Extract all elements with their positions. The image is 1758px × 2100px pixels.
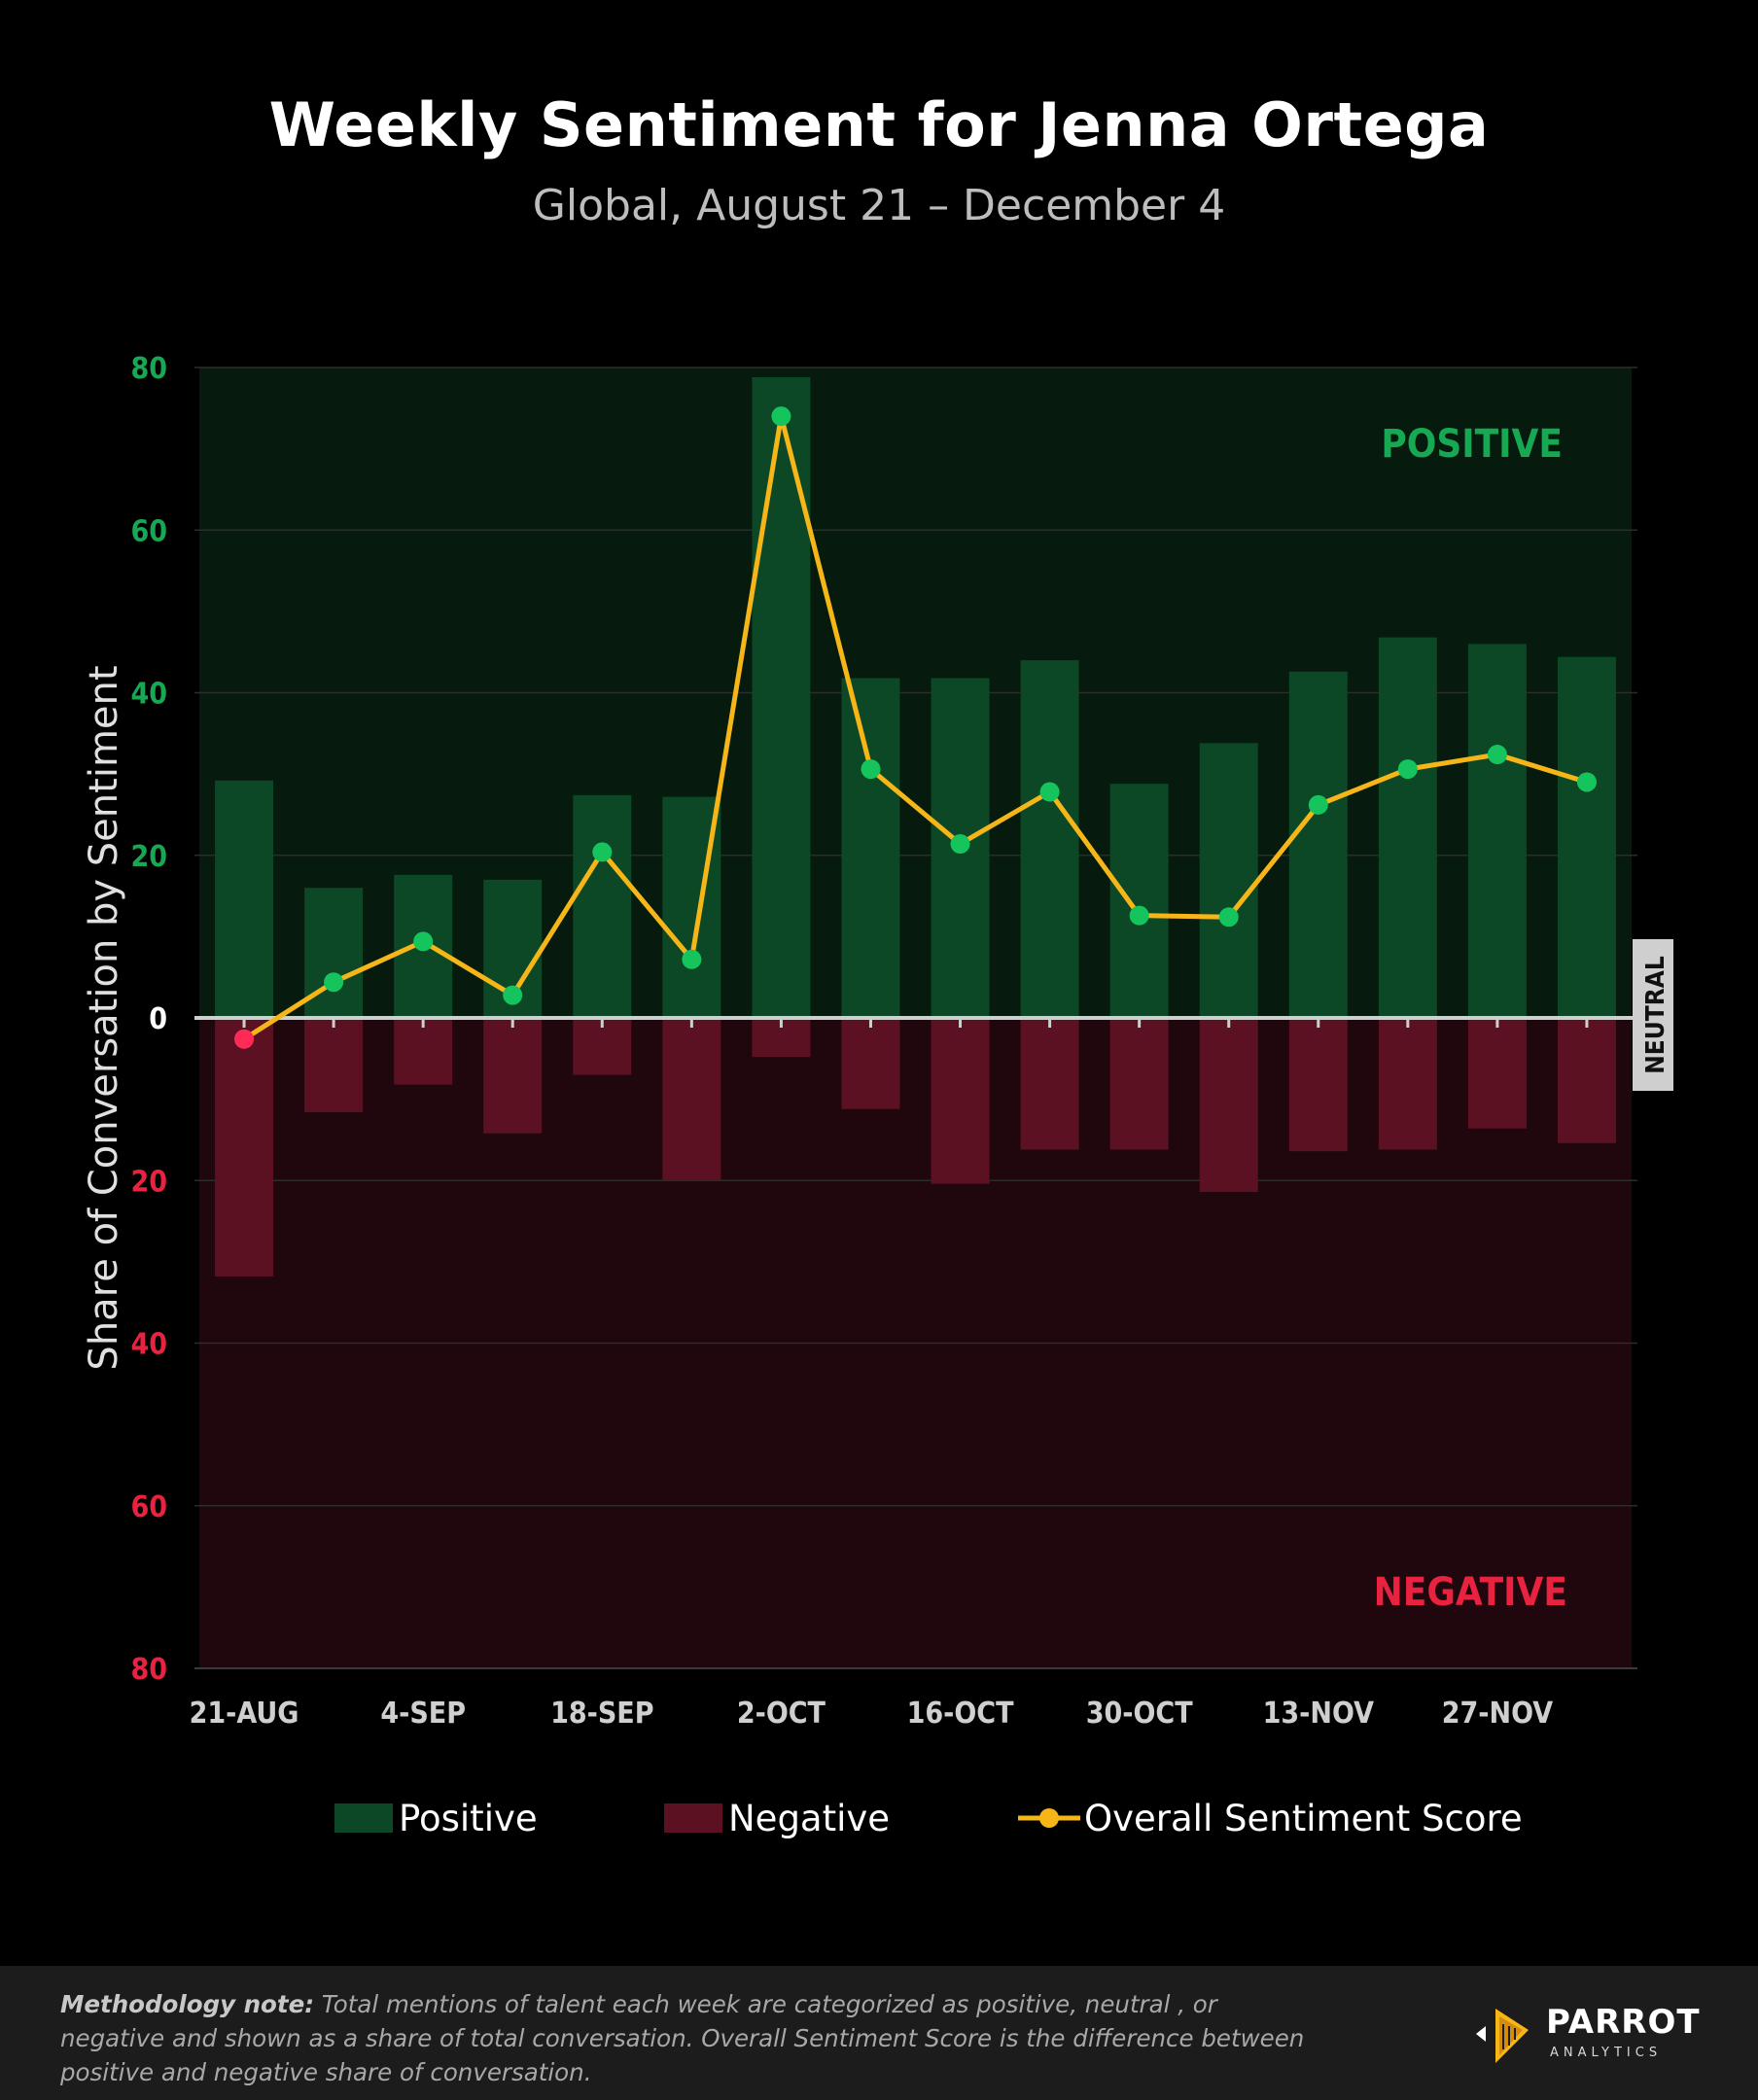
- bar-negative: [662, 1018, 721, 1181]
- sentiment-score-point: [682, 949, 702, 969]
- positive-region-label: POSITIVE: [1381, 422, 1563, 467]
- neutral-label: NEUTRAL: [1641, 956, 1670, 1074]
- y-tick-label: 40: [130, 678, 167, 712]
- legend-label-negative: Negative: [728, 1797, 891, 1839]
- sentiment-score-point: [1129, 905, 1149, 926]
- legend-swatch-negative: [664, 1803, 722, 1833]
- sentiment-chart: 80 60 40 20 0 20 40 60 80 Share of Conversation b…: [82, 352, 1673, 1731]
- bar-positive: [573, 794, 632, 1018]
- legend-label-positive: Positive: [399, 1797, 538, 1839]
- sentiment-score-point: [234, 1029, 255, 1049]
- methodology-note: Methodology note: Total mentions of tale…: [60, 1987, 1324, 2089]
- bar-negative: [1288, 1018, 1348, 1152]
- sentiment-score-point: [1039, 782, 1060, 802]
- bar-positive: [1020, 660, 1079, 1018]
- bar-negative: [1109, 1018, 1169, 1150]
- sentiment-score-point: [1397, 759, 1418, 780]
- legend-swatch-positive: [334, 1803, 393, 1833]
- y-tick-label: 60: [130, 514, 167, 548]
- chart-title: Weekly Sentiment for Jenna Ortega: [268, 89, 1490, 160]
- bar-positive: [304, 888, 364, 1018]
- bar-negative: [1378, 1018, 1437, 1150]
- legend-swatch-score: [1018, 1808, 1080, 1828]
- y-tick-label: 20: [130, 840, 167, 874]
- y-tick-label: 80: [130, 352, 167, 386]
- methodology-footer: Methodology note: Total mentions of tale…: [0, 1966, 1758, 2100]
- y-tick-label: 80: [130, 1653, 167, 1687]
- neutral-label-box: [1633, 939, 1673, 1091]
- parrot-logo-icon: [1476, 2009, 1529, 2063]
- sentiment-score-point: [771, 406, 791, 427]
- bar-positive: [752, 377, 811, 1018]
- sentiment-score-point: [592, 842, 613, 862]
- y-tick-label: 0: [149, 1002, 167, 1036]
- sentiment-score-line: [242, 413, 1588, 1041]
- methodology-text: Total mentions of talent each week are c…: [60, 1990, 1305, 2086]
- methodology-label: Methodology note:: [60, 1990, 315, 2018]
- bar-positive: [1109, 784, 1169, 1018]
- logo-subtitle: ANALYTICS: [1550, 2046, 1663, 2060]
- sentiment-score-point: [950, 834, 970, 855]
- bar-negative: [483, 1018, 543, 1134]
- legend-item-score: Overall Sentiment Score: [1018, 1797, 1523, 1839]
- bar-negative: [841, 1018, 900, 1109]
- x-tick-label: 13-NOV: [1263, 1697, 1374, 1731]
- bar-positive: [1199, 743, 1258, 1018]
- y-tick-label: 40: [130, 1328, 167, 1362]
- bar-negative: [1020, 1018, 1079, 1150]
- sentiment-score-point: [413, 931, 434, 952]
- legend-item-negative: Negative: [664, 1797, 890, 1839]
- x-tick-label: 30-OCT: [1086, 1697, 1194, 1731]
- sentiment-score-point: [324, 972, 344, 993]
- chart-subtitle: Global, August 21 – December 4: [532, 181, 1226, 230]
- logo-name: PARROT: [1546, 2003, 1701, 2042]
- legend-label-score: Overall Sentiment Score: [1084, 1797, 1523, 1839]
- sentiment-score-point: [503, 985, 523, 1005]
- bar-negative: [931, 1018, 990, 1184]
- sentiment-score-point: [1308, 794, 1328, 815]
- chart-legend: Positive Negative Overall Sentiment Scor…: [0, 1797, 1758, 1839]
- y-axis-label: Share of Conversation by Sentiment: [82, 665, 126, 1370]
- sentiment-score-point: [1218, 907, 1239, 928]
- bar-negative: [304, 1018, 364, 1113]
- x-tick-label: 27-NOV: [1442, 1697, 1553, 1731]
- bar-negative: [394, 1018, 453, 1085]
- bar-negative: [1199, 1018, 1258, 1192]
- sentiment-score-point: [1487, 745, 1507, 765]
- parrot-analytics-logo: PARROT ANALYTICS: [1474, 1999, 1707, 2067]
- bar-positive: [1557, 656, 1616, 1018]
- y-tick-label: 20: [130, 1165, 167, 1199]
- bar-negative: [215, 1018, 274, 1277]
- bar-positive: [215, 780, 274, 1018]
- legend-item-positive: Positive: [334, 1797, 538, 1839]
- y-tick-label: 60: [130, 1490, 167, 1524]
- bar-positive: [1467, 644, 1527, 1018]
- x-tick-label: 2-OCT: [737, 1697, 826, 1731]
- x-tick-label: 18-SEP: [550, 1697, 653, 1731]
- x-tick-label: 21-AUG: [190, 1697, 299, 1731]
- bar-positive: [841, 678, 900, 1018]
- negative-region-label: NEGATIVE: [1374, 1570, 1567, 1615]
- bar-positive: [1288, 671, 1348, 1018]
- bar-positive: [1378, 637, 1437, 1018]
- x-tick-label: 4-SEP: [380, 1697, 466, 1731]
- sentiment-score-point: [861, 759, 881, 780]
- bar-negative: [1557, 1018, 1616, 1143]
- sentiment-score-point: [1576, 772, 1597, 792]
- bar-negative: [1467, 1018, 1527, 1129]
- x-tick-label: 16-OCT: [907, 1697, 1015, 1731]
